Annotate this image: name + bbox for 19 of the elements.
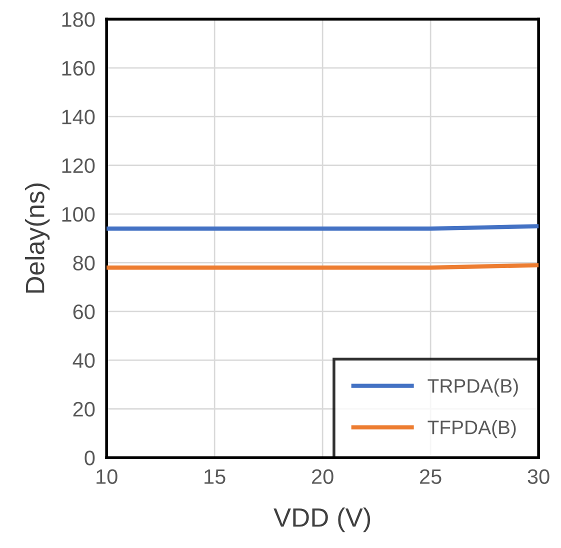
- x-tick-label: 25: [420, 469, 442, 484]
- y-tick-label: 40: [72, 353, 95, 368]
- y-tick-label: 180: [62, 12, 95, 27]
- y-tick-label: 20: [73, 402, 95, 417]
- x-tick-label: 20: [312, 469, 334, 484]
- y-tick-label: 0: [84, 450, 95, 466]
- x-tick-label: 10: [96, 469, 118, 484]
- x-tick-label: 15: [204, 469, 226, 484]
- x-axis-title: VDD (V): [274, 508, 370, 532]
- legend-label: TRPDA(B): [428, 378, 518, 397]
- y-tick-label: 120: [62, 158, 95, 174]
- x-tick-label: 30: [528, 469, 550, 484]
- y-tick-label: 160: [62, 60, 95, 76]
- legend-label: TFPDA(B): [428, 420, 516, 438]
- y-tick-label: 140: [62, 110, 95, 124]
- y-tick-label: 80: [73, 256, 95, 270]
- y-axis-title: Delay(ns): [25, 184, 50, 293]
- y-tick-label: 60: [73, 304, 95, 320]
- y-tick-label: 100: [62, 207, 95, 222]
